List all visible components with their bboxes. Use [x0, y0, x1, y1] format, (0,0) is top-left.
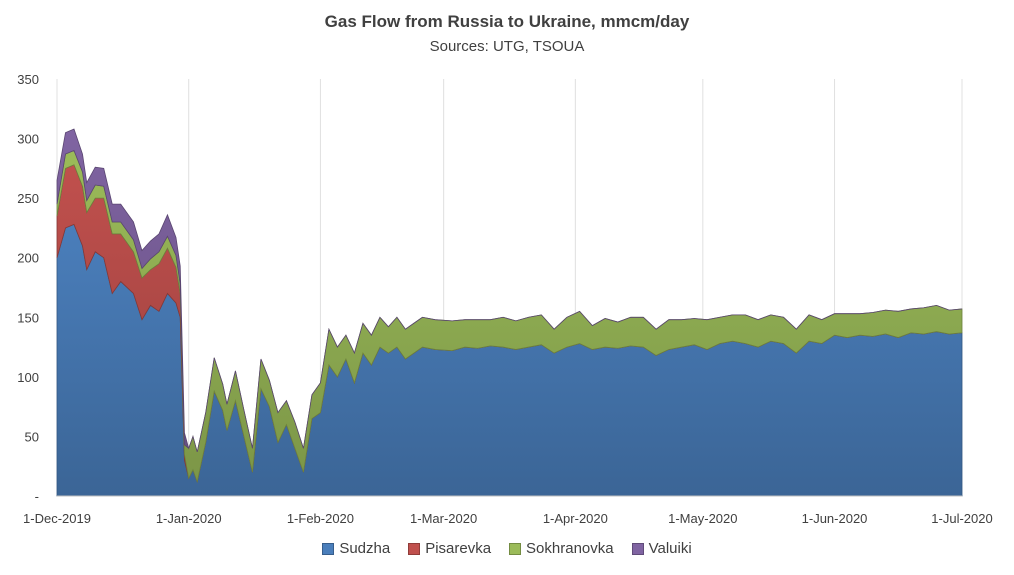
legend-label: Sudzha	[339, 540, 391, 557]
legend-item-pisarevka: Pisarevka	[408, 540, 491, 557]
x-tick-label: 1-Mar-2020	[410, 511, 477, 526]
area-series	[56, 128, 963, 497]
x-tick-label: 1-Dec-2019	[23, 511, 91, 526]
axes: - 50 100 150 200 250 300 350 1-Dec-2019 1-Jan-202…	[17, 72, 992, 526]
x-tick-label: 1-Feb-2020	[287, 511, 354, 526]
legend-item-sudzha: Sudzha	[322, 540, 390, 557]
chart-title: Gas Flow from Russia to Ukraine, mmcm/da…	[324, 12, 690, 31]
chart-subtitle: Sources: UTG, TSOUA	[429, 38, 585, 55]
legend-label: Pisarevka	[425, 540, 492, 557]
y-tick-label: 200	[17, 251, 39, 266]
y-tick-label: -	[35, 489, 39, 504]
legend: Sudzha Pisarevka Sokhranovka Valuiki	[0, 540, 1014, 557]
x-tick-label: 1-May-2020	[668, 511, 737, 526]
x-tick-label: 1-Jan-2020	[156, 511, 222, 526]
legend-swatch	[509, 542, 522, 555]
legend-swatch	[322, 542, 335, 555]
y-tick-label: 300	[17, 132, 39, 147]
x-tick-label: 1-Jul-2020	[931, 511, 992, 526]
x-tick-label: 1-Jun-2020	[802, 511, 868, 526]
y-tick-label: 50	[25, 429, 39, 444]
legend-item-valuiki: Valuiki	[631, 540, 692, 557]
legend-label: Valuiki	[648, 540, 692, 557]
y-tick-label: 100	[17, 370, 39, 385]
y-tick-label: 350	[17, 72, 39, 87]
legend-swatch	[408, 542, 421, 555]
y-tick-label: 150	[17, 310, 39, 325]
area-valuiki	[56, 128, 963, 453]
legend-label: Sokhranovka	[526, 540, 614, 557]
x-tick-label: 1-Apr-2020	[543, 511, 608, 526]
legend-swatch	[631, 542, 644, 555]
y-tick-label: 250	[17, 191, 39, 206]
legend-item-sokhranovka: Sokhranovka	[509, 540, 614, 557]
